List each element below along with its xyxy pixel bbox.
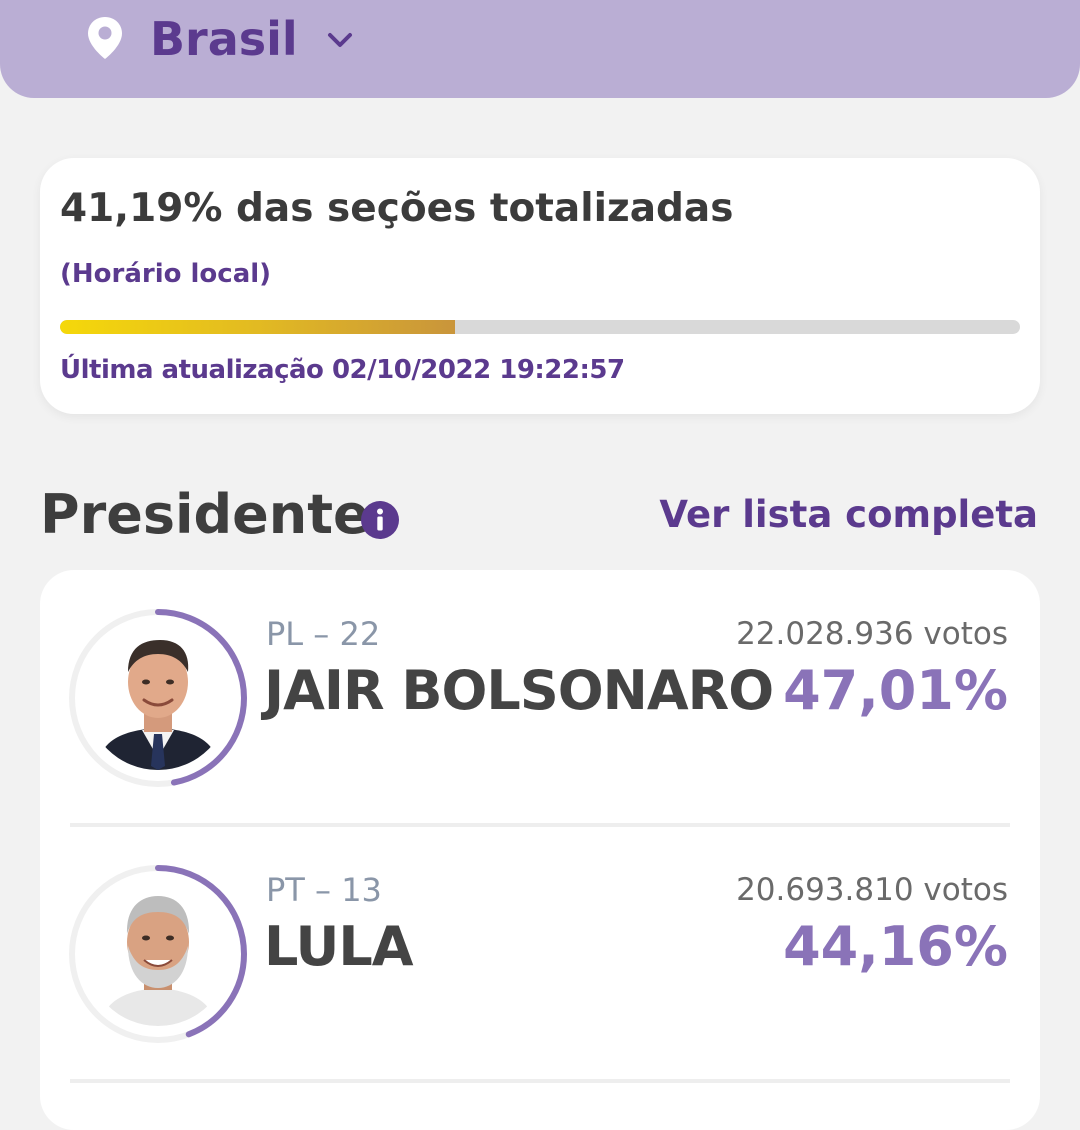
vote-share-ring bbox=[69, 865, 247, 1043]
candidate-avatar bbox=[68, 608, 248, 788]
local-time-note: (Horário local) bbox=[60, 259, 272, 289]
candidate-row[interactable]: PL – 22 JAIR BOLSONARO 22.028.936 votos … bbox=[40, 570, 1040, 827]
candidate-votes: 20.693.810 votos bbox=[736, 872, 1008, 908]
chevron-down-icon[interactable] bbox=[326, 30, 354, 50]
see-full-list-link[interactable]: Ver lista completa bbox=[659, 493, 1038, 536]
candidate-percent: 44,16% bbox=[783, 915, 1008, 978]
last-update-text: Última atualização 02/10/2022 19:22:57 bbox=[60, 355, 625, 385]
candidate-name: LULA bbox=[264, 915, 414, 978]
totalization-card: 41,19% das seções totalizadas (Horário l… bbox=[40, 158, 1040, 414]
candidate-votes: 22.028.936 votos bbox=[736, 616, 1008, 652]
totalization-progress-fill bbox=[60, 320, 456, 334]
vote-share-ring bbox=[69, 609, 247, 787]
location-bar[interactable]: Brasil bbox=[0, 0, 1080, 98]
candidate-party: PT – 13 bbox=[266, 871, 382, 909]
candidate-photo bbox=[86, 626, 230, 770]
candidate-name: JAIR BOLSONARO bbox=[264, 659, 774, 722]
totalization-progress-bar bbox=[60, 320, 1020, 334]
candidate-photo bbox=[86, 882, 230, 1026]
results-card: PL – 22 JAIR BOLSONARO 22.028.936 votos … bbox=[40, 570, 1040, 1130]
candidate-percent: 47,01% bbox=[783, 659, 1008, 722]
location-label: Brasil bbox=[150, 12, 298, 66]
candidate-avatar bbox=[68, 864, 248, 1044]
candidate-row[interactable]: PT – 13 LULA 20.693.810 votos 44,16% bbox=[40, 826, 1040, 1083]
candidate-party: PL – 22 bbox=[266, 615, 381, 653]
row-divider bbox=[70, 823, 1010, 827]
totalization-title: 41,19% das seções totalizadas bbox=[60, 186, 734, 231]
map-pin-icon bbox=[88, 17, 122, 59]
info-icon[interactable] bbox=[360, 500, 400, 540]
section-title: Presidente bbox=[40, 483, 370, 546]
